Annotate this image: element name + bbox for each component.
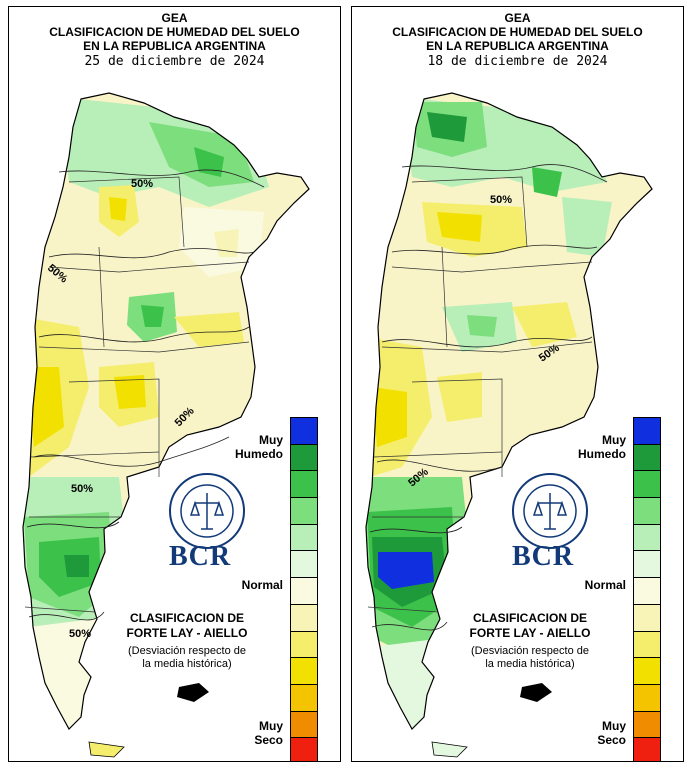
map-date: 18 de diciembre de 2024 <box>427 54 608 69</box>
tierra-del-fuego <box>431 741 468 758</box>
islas-malvinas <box>520 683 552 702</box>
legend-swatch <box>634 578 660 605</box>
legend-swatch <box>291 498 317 525</box>
legend-normal: Normal <box>241 578 283 592</box>
legend-color-bar <box>290 417 318 761</box>
province-borders <box>24 176 250 613</box>
legend-swatch <box>291 604 317 632</box>
classification-description: (Desviación respecto de la media históri… <box>470 645 589 670</box>
legend-swatch <box>634 524 660 552</box>
province-borders <box>367 176 593 613</box>
legend-normal: Normal <box>584 578 626 592</box>
soil-moisture-map: 50% 50% 50% <box>365 92 653 758</box>
org-label: GEA <box>161 11 188 25</box>
legend-swatch <box>291 444 317 472</box>
map-panel-left: 50% 50% 50% 50% 50% GEA CLASIFICACION DE… <box>8 6 341 762</box>
contour-lines <box>369 164 608 631</box>
legend-swatch <box>634 631 660 659</box>
legend-swatch <box>291 658 317 685</box>
title-line-1: CLASIFICACION DE HUMEDAD DEL SUELO <box>392 25 643 39</box>
legend-muy-seco: Muy Seco <box>254 719 283 747</box>
legend-color-bar <box>633 417 661 761</box>
argentina-outline <box>22 92 310 730</box>
legend-swatch <box>291 738 317 761</box>
title-line-2: EN LA REPUBLICA ARGENTINA <box>426 39 609 53</box>
contour-label: 50% <box>131 178 153 190</box>
title-line-2: EN LA REPUBLICA ARGENTINA <box>83 39 266 53</box>
legend-swatch <box>634 658 660 685</box>
islas-malvinas <box>177 683 209 702</box>
title-line-1: CLASIFICACION DE HUMEDAD DEL SUELO <box>49 25 300 39</box>
legend-swatch <box>291 684 317 712</box>
classification-title: CLASIFICACION DE FORTE LAY - AIELLO <box>469 611 591 640</box>
legend-swatch <box>291 551 317 579</box>
legend-swatch <box>634 738 660 761</box>
legend-swatch <box>634 418 660 445</box>
contour-label: 50% <box>71 483 93 495</box>
bcr-logo-text: BCR <box>512 541 575 572</box>
legend-muy-humedo: Muy Humedo <box>235 433 283 461</box>
tierra-del-fuego <box>88 741 125 758</box>
legend-swatch <box>634 551 660 579</box>
legend-swatch <box>291 578 317 605</box>
legend-swatch <box>291 418 317 445</box>
classification-description: (Desviación respecto de la media históri… <box>127 645 246 670</box>
legend-swatch <box>634 604 660 632</box>
bcr-logo-text: BCR <box>169 541 232 572</box>
argentina-outline <box>365 92 653 730</box>
map-date: 25 de diciembre de 2024 <box>84 54 265 69</box>
legend-swatch <box>634 471 660 499</box>
contour-label: 50% <box>490 194 512 206</box>
legend-swatch <box>634 498 660 525</box>
legend-swatch <box>634 444 660 472</box>
bcr-seal-icon <box>169 473 245 549</box>
contour-lines <box>26 169 265 621</box>
legend-swatch <box>291 711 317 739</box>
map-title: GEA CLASIFICACION DE HUMEDAD DEL SUELO E… <box>9 11 340 71</box>
contour-label: 50% <box>69 628 91 640</box>
legend-swatch <box>291 631 317 659</box>
soil-moisture-map: 50% 50% 50% 50% 50% <box>22 92 310 758</box>
legend-swatch <box>291 471 317 499</box>
map-panel-right: 50% 50% 50% GEA CLASIFICACION DE HUMEDAD… <box>351 6 684 762</box>
legend-swatch <box>291 524 317 552</box>
org-label: GEA <box>504 11 531 25</box>
legend-swatch <box>634 684 660 712</box>
classification-title: CLASIFICACION DE FORTE LAY - AIELLO <box>126 611 248 640</box>
legend-muy-humedo: Muy Humedo <box>578 433 626 461</box>
map-title: GEA CLASIFICACION DE HUMEDAD DEL SUELO E… <box>352 11 683 71</box>
legend-muy-seco: Muy Seco <box>597 719 626 747</box>
bcr-seal-icon <box>512 473 588 549</box>
legend-swatch <box>634 711 660 739</box>
